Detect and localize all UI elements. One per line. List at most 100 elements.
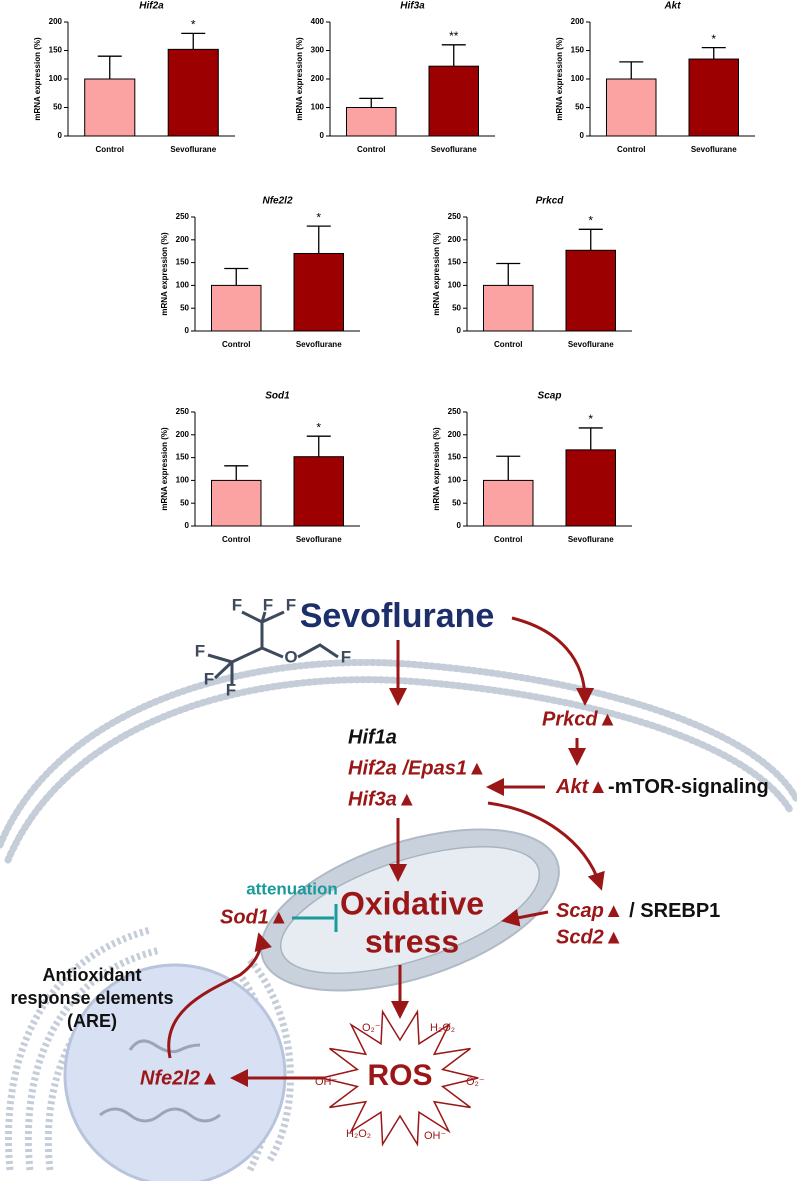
gene-label: Sod1▲ — [220, 906, 289, 928]
chart-title: Scap — [538, 391, 562, 402]
bar — [211, 284, 262, 332]
x-tick-label: Sevoflurane — [170, 145, 216, 154]
bar-chart: Akt mRNA expression (%) 0 50 100 150 200 Contro… — [555, 1, 755, 154]
y-axis-label: mRNA expression (%) — [555, 37, 564, 121]
x-tick-label: Control — [494, 535, 522, 544]
y-tick-label: 100 — [448, 281, 462, 290]
x-tick-label: Control — [617, 145, 645, 154]
bar-chart: Nfe2l2 mRNA expression (%) 0 50 100 150 200 250… — [160, 196, 360, 349]
species: H₂O₂ — [346, 1128, 371, 1140]
gene-label: Nfe2l2▲ — [140, 1067, 220, 1089]
arrow — [501, 908, 549, 927]
y-tick-label: 50 — [452, 303, 461, 312]
species: H₂O₂ — [430, 1022, 455, 1034]
mitochondrion-inner — [279, 845, 541, 975]
y-tick-label: 150 — [448, 258, 462, 267]
bar-chart: Sod1 mRNA expression (%) 0 50 100 150 200 250 Co… — [160, 391, 360, 544]
pathway: -mTOR-signaling — [608, 776, 769, 798]
drug-label: Sevoflurane — [300, 597, 495, 635]
error-bar — [701, 47, 726, 60]
x-tick-label: Sevoflurane — [296, 535, 342, 544]
y-tick-label: 200 — [176, 235, 190, 244]
species: O₂⁻ — [466, 1076, 485, 1088]
bar — [293, 456, 344, 527]
error-bar — [224, 267, 249, 286]
error-bar — [181, 32, 206, 50]
y-tick-label: 200 — [311, 74, 325, 83]
y-axis-label: mRNA expression (%) — [160, 232, 169, 316]
significance-label: * — [316, 210, 321, 224]
y-tick-label: 150 — [49, 46, 63, 55]
x-tick-label: Sevoflurane — [568, 535, 614, 544]
gene-label: Hif1a — [348, 726, 397, 748]
y-axis-label: mRNA expression (%) — [33, 37, 42, 121]
atom: F — [226, 680, 236, 699]
oxidative-label: Oxidative — [340, 885, 484, 921]
pathway-label: Akt▲-mTOR-signaling — [555, 776, 769, 798]
y-tick-label: 100 — [176, 476, 190, 485]
error-bar — [578, 228, 603, 251]
are-label: response elements — [10, 988, 173, 1008]
y-tick-label: 200 — [448, 235, 462, 244]
y-tick-label: 200 — [448, 430, 462, 439]
attenuation-label: attenuation — [246, 879, 338, 898]
pathway-label: Scap▲ / SREBP1 — [556, 900, 720, 922]
pathway: / SREBP1 — [624, 900, 721, 922]
gene-label: Hif2a /Epas1▲ — [348, 757, 487, 779]
y-tick-label: 300 — [311, 46, 325, 55]
error-bar — [496, 455, 521, 481]
significance-label: * — [316, 420, 321, 434]
inhibition — [292, 904, 338, 932]
y-tick-label: 100 — [571, 74, 585, 83]
oxidative-label: stress — [365, 923, 459, 959]
significance-label: ** — [449, 29, 459, 43]
y-tick-label: 0 — [185, 326, 190, 335]
bar — [565, 249, 616, 332]
gene-label: Akt▲ — [555, 776, 608, 798]
y-tick-label: 200 — [176, 430, 190, 439]
bar — [483, 479, 534, 527]
arrow — [167, 932, 272, 1059]
significance-label: * — [711, 32, 716, 46]
bar-chart: Scap mRNA expression (%) 0 50 100 150 200 250 Co… — [432, 391, 632, 544]
chart-title: Hif3a — [400, 1, 425, 12]
atom: O — [284, 647, 297, 666]
error-bar — [578, 427, 603, 450]
chart-title: Prkcd — [536, 196, 565, 207]
y-tick-label: 250 — [176, 212, 190, 221]
nucleus — [63, 963, 287, 1181]
y-tick-label: 100 — [49, 74, 63, 83]
bar — [606, 78, 657, 137]
x-tick-label: Control — [222, 340, 250, 349]
species: OH⁻ — [424, 1130, 447, 1142]
atom: F — [204, 669, 214, 688]
x-tick-label: Sevoflurane — [568, 340, 614, 349]
significance-label: * — [588, 213, 593, 227]
error-bar — [97, 55, 122, 79]
gene-label: Prkcd▲ — [542, 708, 617, 730]
x-tick-label: Sevoflurane — [296, 340, 342, 349]
bar — [428, 65, 479, 137]
gene-label: Scap▲ — [556, 900, 624, 922]
y-tick-label: 100 — [176, 281, 190, 290]
significance-label: * — [191, 18, 196, 32]
y-tick-label: 0 — [320, 131, 325, 140]
error-bar — [619, 61, 644, 79]
y-tick-label: 400 — [311, 17, 325, 26]
y-axis-label: mRNA expression (%) — [160, 427, 169, 511]
atoms: F F F F F F O F — [195, 595, 351, 699]
y-tick-label: 0 — [58, 131, 63, 140]
bar — [84, 78, 136, 137]
x-tick-label: Control — [222, 535, 250, 544]
error-bar — [496, 262, 521, 286]
error-bar — [441, 44, 466, 67]
error-bar — [224, 465, 249, 481]
error-bar — [306, 225, 331, 254]
y-tick-label: 200 — [49, 17, 63, 26]
y-tick-label: 0 — [185, 521, 190, 530]
membrane — [0, 659, 797, 849]
membrane — [4, 676, 794, 864]
atom: F — [232, 595, 242, 614]
x-tick-label: Control — [494, 340, 522, 349]
y-tick-label: 150 — [176, 453, 190, 462]
